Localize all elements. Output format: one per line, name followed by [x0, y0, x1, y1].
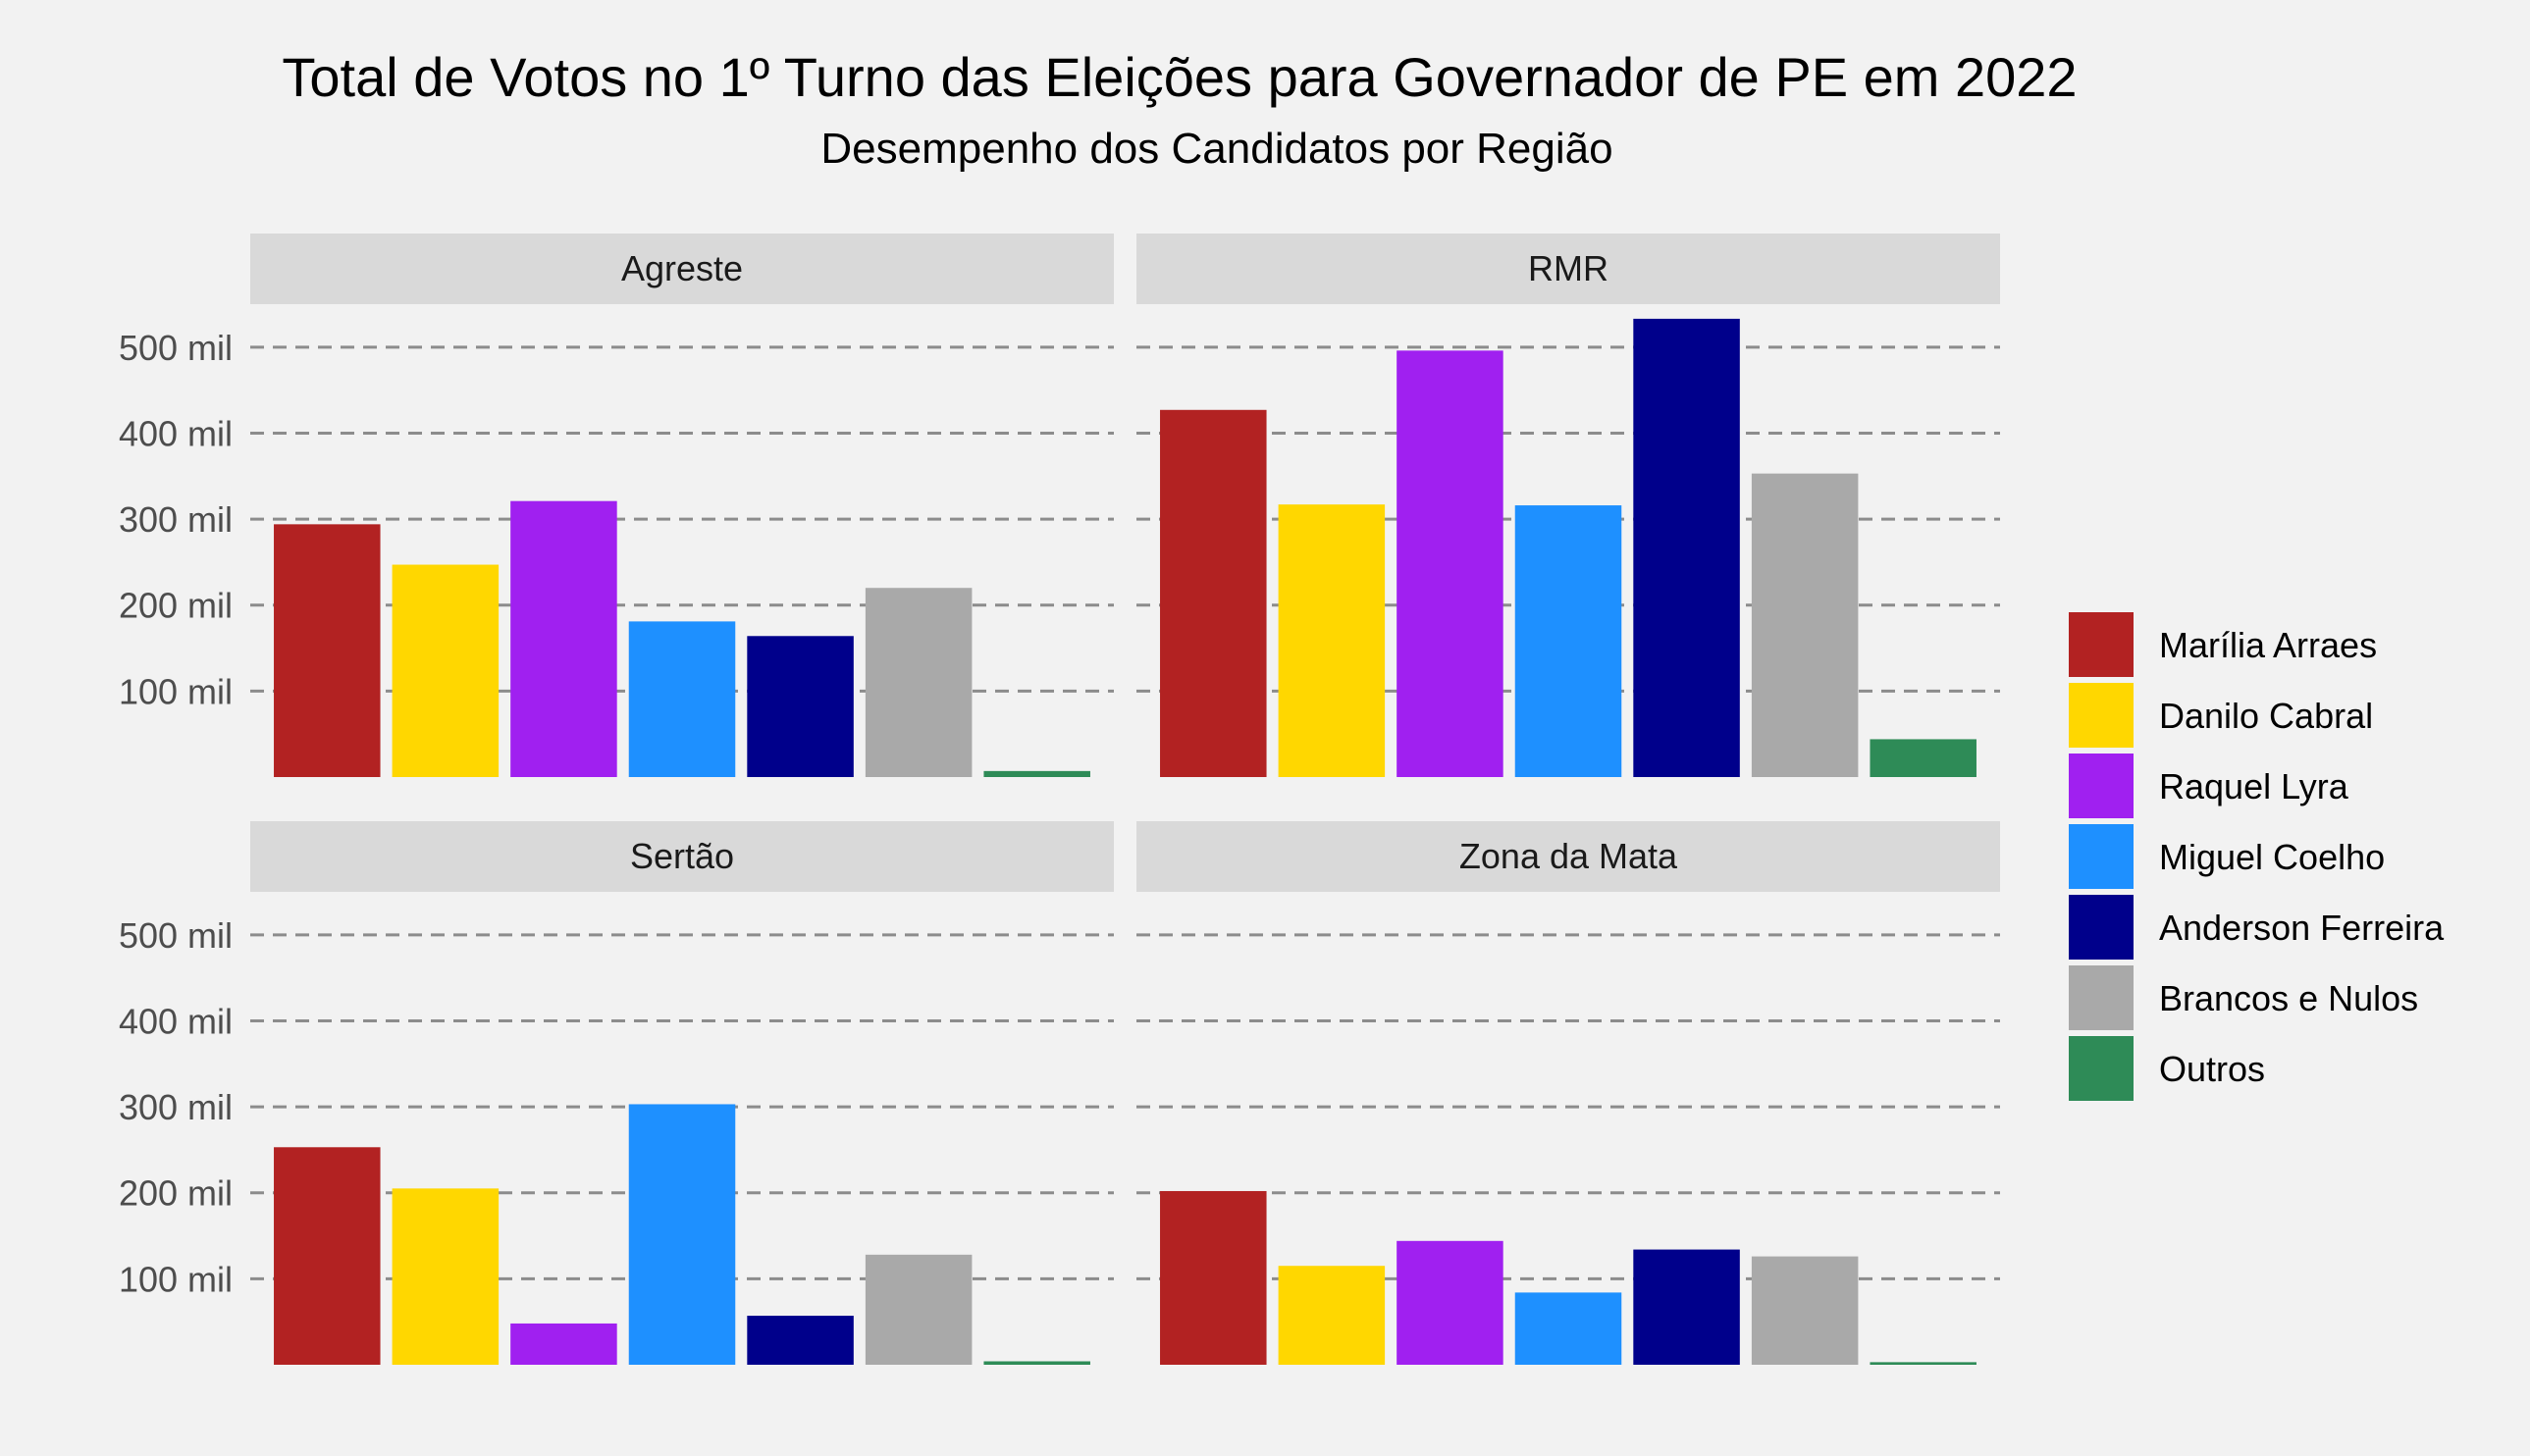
bar-raquel-lyra: [1397, 350, 1503, 777]
y-tick-label: 300 mil: [119, 1087, 233, 1127]
bar-anderson-ferreira: [747, 1316, 854, 1365]
bar-danilo-cabral: [393, 1188, 500, 1365]
legend-key: [2069, 965, 2134, 1030]
bar-brancos-e-nulos: [1752, 474, 1859, 777]
bar-outros: [1870, 1362, 1977, 1365]
bar-danilo-cabral: [1279, 1266, 1386, 1365]
facet-strip-label: Agreste: [621, 248, 743, 288]
legend-label: Brancos e Nulos: [2159, 978, 2418, 1018]
bar-brancos-e-nulos: [866, 1255, 973, 1365]
y-tick-label: 200 mil: [119, 1173, 233, 1214]
bar-raquel-lyra: [510, 1324, 617, 1365]
legend-key: [2069, 612, 2134, 677]
bar-danilo-cabral: [1279, 504, 1386, 777]
facet-strip-label: RMR: [1528, 248, 1608, 288]
chart-title: Total de Votos no 1º Turno das Eleições …: [282, 46, 2077, 108]
bar-outros: [1870, 739, 1977, 777]
bar-anderson-ferreira: [1633, 1250, 1740, 1365]
bar-marília-arraes: [1160, 410, 1267, 777]
y-tick-label: 100 mil: [119, 1259, 233, 1299]
bar-anderson-ferreira: [1633, 319, 1740, 777]
legend-key: [2069, 824, 2134, 889]
legend-label: Marília Arraes: [2159, 625, 2377, 665]
y-tick-label: 200 mil: [119, 586, 233, 626]
y-tick-label: 400 mil: [119, 413, 233, 453]
bar-raquel-lyra: [1397, 1241, 1503, 1365]
y-tick-label: 400 mil: [119, 1001, 233, 1041]
bar-outros: [983, 771, 1090, 777]
legend-label: Danilo Cabral: [2159, 696, 2373, 736]
bar-marília-arraes: [274, 524, 381, 777]
bar-miguel-coelho: [629, 1104, 736, 1365]
legend-key: [2069, 683, 2134, 748]
legend-key: [2069, 1036, 2134, 1101]
legend-key: [2069, 895, 2134, 960]
chart-subtitle: Desempenho dos Candidatos por Região: [820, 125, 1612, 173]
bar-brancos-e-nulos: [1752, 1257, 1859, 1365]
legend-key: [2069, 754, 2134, 818]
bar-miguel-coelho: [1515, 505, 1622, 777]
bar-brancos-e-nulos: [866, 588, 973, 777]
y-tick-label: 500 mil: [119, 915, 233, 956]
y-tick-label: 500 mil: [119, 328, 233, 368]
legend-label: Raquel Lyra: [2159, 766, 2349, 806]
y-tick-label: 300 mil: [119, 499, 233, 540]
legend-label: Anderson Ferreira: [2159, 908, 2445, 948]
bar-raquel-lyra: [510, 501, 617, 777]
bar-marília-arraes: [274, 1147, 381, 1365]
y-tick-label: 100 mil: [119, 671, 233, 711]
bar-miguel-coelho: [629, 621, 736, 777]
facet-strip-label: Sertão: [630, 836, 734, 876]
bar-miguel-coelho: [1515, 1292, 1622, 1365]
bar-outros: [983, 1361, 1090, 1365]
facet-strip-label: Zona da Mata: [1459, 836, 1678, 876]
legend-label: Outros: [2159, 1049, 2265, 1089]
bar-marília-arraes: [1160, 1191, 1267, 1365]
bar-danilo-cabral: [393, 565, 500, 777]
bar-anderson-ferreira: [747, 636, 854, 777]
legend-label: Miguel Coelho: [2159, 837, 2385, 877]
